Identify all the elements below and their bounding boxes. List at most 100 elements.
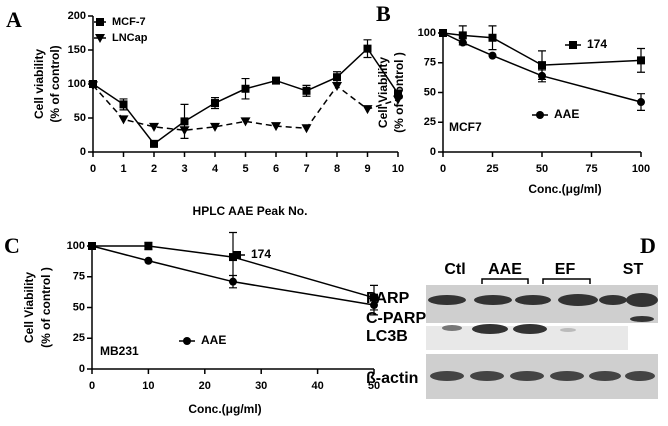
marker [637,56,645,65]
x-tick-label: 10 [142,380,154,392]
bands [430,371,655,381]
marker [370,301,378,310]
marker [180,117,189,126]
marker [179,126,190,136]
panel-letter: C [4,233,20,258]
y-tick-label: 100 [68,78,86,90]
panel-letter: B [376,1,391,26]
y-axis-label: Cell Viability [22,272,36,343]
lane-bracket [481,278,591,284]
annotation: MB231 [100,344,139,358]
marker [271,122,281,132]
y-tick-label: 100 [418,27,436,39]
x-tick-label: 7 [303,163,309,175]
marker [439,29,447,37]
y-tick-label: 75 [424,57,436,69]
marker [211,99,219,108]
y-axis-label: Cell viability [32,49,46,119]
series-line [91,245,375,306]
x-tick-label: 0 [89,380,95,392]
x-tick-label: 0 [440,163,446,175]
marker [88,81,98,91]
legend-label: AAE [554,107,579,121]
marker [488,33,497,42]
marker [458,31,467,40]
marker [302,86,311,95]
marker [394,89,402,98]
x-axis-label: HPLC AAE Peak No. [193,204,308,218]
bands [428,293,658,322]
y-axis-label: (% of control ) [392,52,406,133]
annotation: MCF7 [449,120,482,134]
chart-panel: A 0 50 100 150 200 0 1 2 3 4 5 6 7 8 9 10 HPLC AAE Peak N… [6,7,404,218]
marker [538,71,546,80]
marker [183,337,191,345]
x-tick-label: 4 [212,163,219,175]
y-axis-label: (% of control ) [39,267,53,348]
marker [363,44,372,53]
x-tick-label: 75 [585,163,597,175]
legend-label: LNCap [112,32,148,44]
marker [569,41,577,49]
y-tick-label: 0 [79,363,85,375]
x-tick-label: 8 [334,163,340,175]
series-line [92,84,399,131]
panel-letter: D [640,233,656,258]
x-tick-label: 2 [151,163,157,175]
y-tick-label: 100 [67,240,85,252]
y-axis-label: (% of control) [48,45,62,122]
x-axis-label: Conc.(μg/ml) [188,402,261,416]
x-tick-label: 5 [242,163,248,175]
y-tick-label: 75 [73,271,85,283]
y-tick-label: 200 [68,10,86,22]
x-tick-label: 20 [199,380,211,392]
marker [362,105,373,115]
marker [95,34,105,43]
lane-label: Ctl [444,261,465,278]
marker [332,82,342,92]
marker [536,111,544,119]
row-label: C-PARP [366,310,426,327]
x-tick-label: 50 [368,380,380,392]
lane-label: EF [555,261,576,278]
x-tick-label: 10 [392,163,404,175]
x-axis-label: Conc.(μg/ml) [528,182,601,196]
marker [229,277,237,286]
marker [149,122,159,132]
y-axis-label: Cell Viability [376,57,390,128]
y-tick-label: 0 [430,146,436,158]
series-line [92,245,375,299]
y-tick-label: 50 [424,86,436,98]
marker [301,124,312,134]
x-tick-label: 40 [311,380,323,392]
x-tick-label: 6 [273,163,279,175]
x-tick-label: 50 [536,163,548,175]
x-tick-label: 30 [255,380,267,392]
y-tick-label: 0 [80,146,86,158]
marker [150,139,158,148]
y-tick-label: 25 [73,332,85,344]
x-tick-label: 100 [632,163,650,175]
chart-panel: C 0 25 50 75 100 0 10 20 30 40 50 Conc.(μg/ml) Cell V… [4,231,380,416]
marker [637,98,645,107]
x-tick-label: 25 [486,163,498,175]
marker [233,251,241,259]
x-tick-label: 3 [181,163,187,175]
marker [272,76,280,85]
marker [458,38,467,47]
marker [488,51,497,60]
marker [144,256,153,265]
bands [442,324,576,334]
x-tick-label: 0 [90,163,96,175]
panel-letter: A [6,7,22,32]
y-tick-label: 150 [68,44,86,56]
legend-label: AAE [201,333,226,347]
x-tick-label: 9 [364,163,370,175]
y-tick-label: 50 [73,301,85,313]
marker [96,18,104,26]
row-label: ß-actin [366,370,418,387]
marker [240,117,251,127]
lane-label: AAE [488,261,522,278]
marker [119,100,128,109]
y-tick-label: 50 [74,112,86,124]
